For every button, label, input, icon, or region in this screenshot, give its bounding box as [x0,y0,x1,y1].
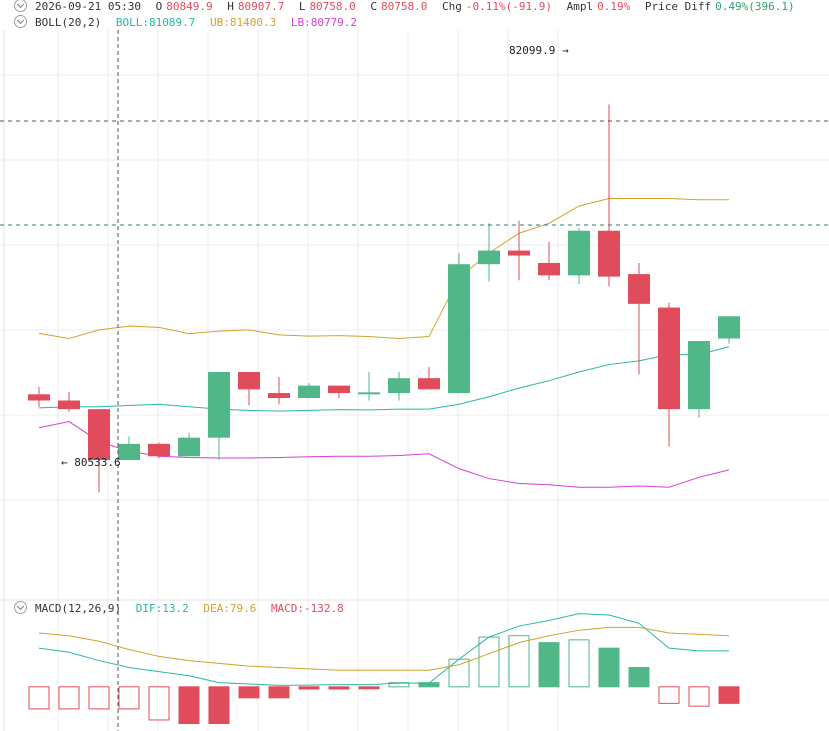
macd-dif-value: DIF:13.2 [135,602,189,615]
macd-label: MACD(12,26,9) [35,602,122,615]
macd-legend: MACD(12,26,9) DIF:13.2 DEA:79.6 MACD:-13… [0,601,352,616]
boll-legend: BOLL(20,2) BOLL:81089.7 UB:81400.3 LB:80… [0,15,365,30]
macd-histogram-bar [178,686,200,724]
boll-lower-line [38,421,730,488]
datetime: 2026-09-21 05:30 [35,0,141,13]
candle-body [298,385,320,399]
candle-body [328,385,350,394]
boll-mid-value: BOLL:81089.7 [115,16,196,29]
high-label: H [227,0,234,13]
candle-body [358,392,380,395]
candle-body [718,316,740,339]
low-label: L [298,0,306,13]
overlays [0,30,829,731]
bollinger-bands [38,198,730,488]
boll-label: BOLL(20,2) [35,16,102,29]
macd-histogram-bar [58,686,80,710]
macd-histogram-bar [718,686,740,704]
candle-body [118,443,140,460]
candlestick-series [28,104,740,493]
macd-histogram-bar [358,686,380,690]
macd-histogram-bar [28,686,50,710]
low-marker-label: ← 80533.6 [61,456,121,469]
candle-body [538,262,560,276]
macd-histogram-bar [628,666,650,688]
candle-body [88,409,110,460]
boll-lb-value: LB:80779.2 [290,16,358,29]
chg-value: -0.11%(-91.9) [465,0,552,13]
candle-body [628,274,650,304]
candle-body [448,264,470,394]
candle-body [508,250,530,256]
candle-body [568,230,590,276]
candle-body [148,443,170,457]
high-marker-label: 82099.9 → [509,44,569,57]
macd-histogram-bar [658,686,680,704]
candle-body [598,230,620,277]
close-label: C [370,0,378,13]
macd-histogram-bar [688,686,710,707]
candle-body [28,394,50,401]
boll-upper-line [38,198,729,340]
chevron-down-icon[interactable] [14,0,27,12]
ohlc-header: 2026-09-21 05:30 O 80849.9 H 80907.7 L 8075… [0,0,803,14]
candle-body [58,400,80,410]
boll-ub-value: UB:81400.3 [209,16,277,29]
macd-dea-value: DEA:79.6 [203,602,257,615]
candle-body [208,372,230,438]
macd-histogram-bar [268,686,290,699]
macd-histogram-bar [538,642,560,688]
macd-pane [28,613,740,724]
chevron-down-icon[interactable] [14,15,27,28]
macd-histogram-bar [508,635,530,688]
macd-hist-value: MACD:-132.8 [270,602,344,615]
candle-body [418,378,440,390]
macd-histogram-bar [568,639,590,688]
candle-body [238,372,260,390]
macd-histogram-bar [478,636,500,688]
grid-lines [0,30,829,731]
high-value: 80907.7 [237,0,285,13]
macd-histogram-bar [148,686,170,721]
pdiff-value: 0.49%(396.1) [715,0,795,13]
macd-dif-line [38,613,729,686]
candle-body [658,307,680,410]
macd-dea-line [38,626,730,671]
pdiff-label: Price Diff [644,0,712,13]
close-value: 80758.0 [381,0,428,13]
candle-body [388,378,410,394]
candle-body [268,393,290,399]
macd-histogram-bar [88,686,110,710]
ampl-value: 0.19% [597,0,631,13]
macd-histogram-bar [598,647,620,688]
candle-body [178,437,200,457]
candle-body [688,341,710,410]
open-label: O [155,0,163,13]
boll-mid-line [38,346,730,412]
chevron-down-icon[interactable] [14,601,27,614]
macd-histogram-bar [298,686,320,690]
macd-histogram-bar [448,658,470,688]
macd-histogram-bar [328,686,350,690]
open-value: 80849.9 [166,0,213,13]
macd-histogram-bar [118,686,140,710]
low-value: 80758.0 [309,0,356,13]
macd-histogram-bar [208,686,230,724]
candle-body [478,250,500,265]
ampl-label: Ampl [566,0,594,13]
chg-label: Chg [442,0,462,13]
macd-histogram-bar [238,686,260,699]
